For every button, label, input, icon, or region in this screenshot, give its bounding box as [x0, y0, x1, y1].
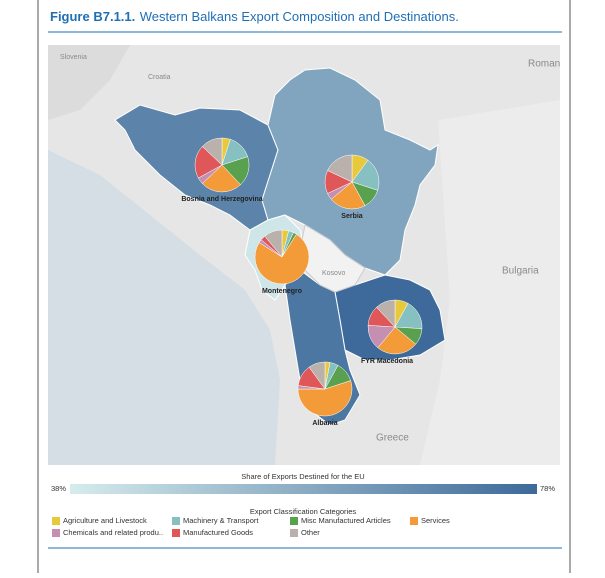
place-label: Roman: [528, 59, 560, 70]
pie-slice: [264, 229, 283, 258]
pie-slice: [297, 380, 353, 417]
legend-label: Agriculture and Livestock: [63, 516, 147, 525]
legend-label: Other: [301, 528, 320, 537]
country-label: Serbia: [341, 213, 363, 220]
country-label: Albania: [312, 420, 337, 427]
place-label: Greece: [376, 433, 409, 444]
legend-label: Services: [421, 516, 450, 525]
pie-slice: [330, 181, 366, 210]
legend-swatch: [172, 517, 180, 525]
land: [420, 100, 560, 465]
figure-label: Figure B7.1.1.: [50, 9, 135, 24]
country-label: Montenegro: [262, 288, 302, 295]
place-label: Bulgaria: [502, 266, 539, 277]
sea: [48, 150, 280, 465]
pie-slice: [327, 154, 353, 183]
pie-slice: [308, 361, 326, 390]
legend-label: Machinery & Transport: [183, 516, 259, 525]
scale-title: Share of Exports Destined for the EU: [241, 472, 364, 481]
legend-label: Manufactured Goods: [183, 528, 253, 537]
legend-swatch: [290, 529, 298, 537]
pie-slice: [377, 326, 417, 355]
figure-caption: Western Balkans Export Composition and D…: [140, 9, 459, 24]
pie-slice: [201, 137, 223, 166]
legend-swatch: [290, 517, 298, 525]
country-label: Bosnia and Herzegovina: [181, 196, 262, 203]
pie-slice: [254, 233, 310, 285]
legend-label: Misc Manufactured Articles: [301, 516, 391, 525]
country-label: FYR Macedonia: [361, 358, 413, 365]
legend-label: Chemicals and related produ..: [63, 528, 163, 537]
place-label: Slovenia: [60, 54, 87, 61]
place-label: Kosovo: [322, 270, 345, 277]
scale-min: 38%: [51, 484, 66, 493]
figure-title: Figure B7.1.1. Western Balkans Export Co…: [50, 9, 459, 26]
pie-slice: [201, 164, 241, 193]
legend-swatch: [172, 529, 180, 537]
pie-slice: [376, 299, 396, 328]
legend-title: Export Classification Categories: [250, 507, 357, 516]
scale-max: 78%: [540, 484, 555, 493]
land: [48, 45, 130, 120]
legend-swatch: [410, 517, 418, 525]
legend-swatch: [52, 529, 60, 537]
color-scale: [70, 484, 537, 494]
legend-swatch: [52, 517, 60, 525]
place-label: Croatia: [148, 74, 171, 81]
